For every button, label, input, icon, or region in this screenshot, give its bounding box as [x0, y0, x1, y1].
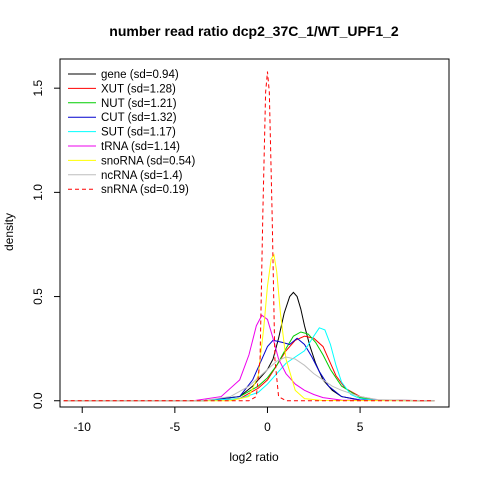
chart-title: number read ratio dcp2_37C_1/WT_UPF1_2 [109, 23, 399, 39]
legend-label-6: snoRNA (sd=0.54) [101, 155, 195, 167]
series-layer [63, 71, 435, 402]
plot-area [59, 58, 450, 408]
x-tick-label: 5 [357, 420, 364, 434]
plot-frame [59, 58, 450, 408]
series-line-5 [63, 314, 435, 402]
x-tick-label: -5 [170, 420, 181, 434]
series-line-2 [63, 331, 435, 402]
legend-label-2: NUT (sd=1.21) [101, 98, 177, 110]
legend-label-7: ncRNA (sd=1.4) [101, 170, 183, 182]
legend-label-4: SUT (sd=1.17) [101, 127, 176, 139]
series-line-7 [63, 356, 435, 402]
y-axis-label: density [2, 213, 16, 251]
y-tick-label: 1.0 [31, 184, 45, 201]
series-line-8 [63, 71, 435, 402]
x-axis: -10 -5 0 5 [74, 407, 364, 434]
y-tick-label: 1.5 [31, 80, 45, 97]
x-tick-label: 0 [264, 420, 271, 434]
legend-label-8: snRNA (sd=0.19) [101, 184, 189, 196]
series-line-3 [63, 337, 435, 402]
legend-label-0: gene (sd=0.94) [101, 69, 179, 81]
y-axis: 0.0 0.5 1.0 1.5 [31, 80, 60, 409]
series-line-4 [63, 327, 435, 402]
x-axis-label: log2 ratio [229, 450, 279, 464]
y-tick-label: 0.0 [31, 392, 45, 409]
legend-label-3: CUT (sd=1.32) [101, 112, 177, 124]
y-tick-label: 0.5 [31, 288, 45, 305]
legend-label-1: XUT (sd=1.28) [101, 83, 176, 95]
legend-label-5: tRNA (sd=1.14) [101, 141, 180, 153]
series-line-6 [63, 253, 435, 402]
legend: gene (sd=0.94) XUT (sd=1.28) NUT (sd=1.21)… [68, 69, 195, 196]
x-tick-label: -10 [74, 420, 92, 434]
